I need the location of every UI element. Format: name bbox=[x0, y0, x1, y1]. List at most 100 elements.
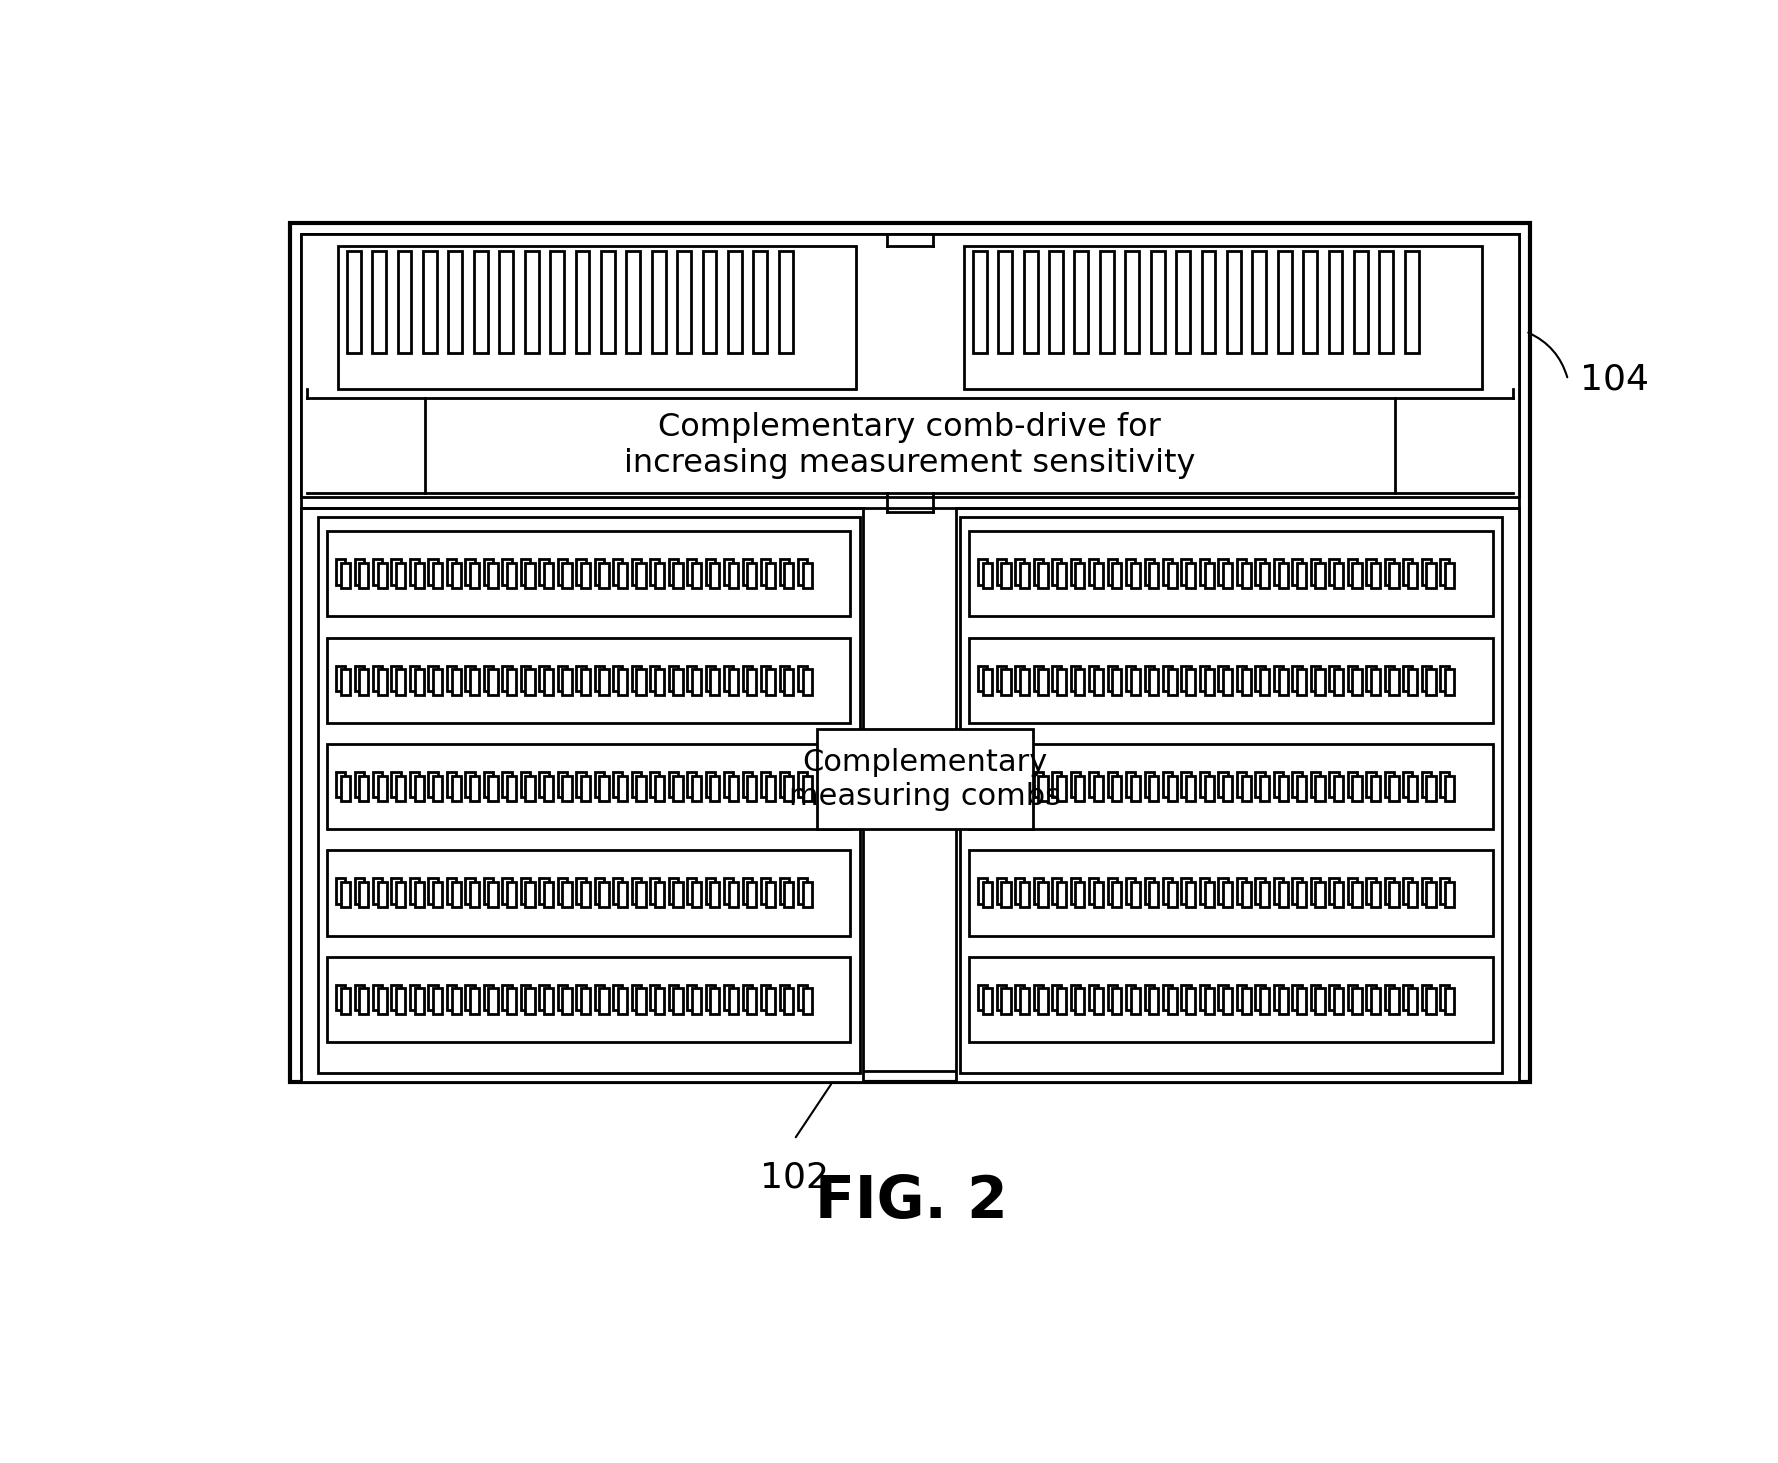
Bar bbox=[747, 882, 756, 907]
Bar bbox=[802, 669, 813, 695]
Bar bbox=[1353, 989, 1362, 1014]
Bar bbox=[766, 563, 775, 588]
Bar bbox=[341, 563, 350, 588]
Bar bbox=[526, 669, 535, 695]
Bar bbox=[1015, 878, 1024, 904]
Bar bbox=[1145, 772, 1154, 797]
Bar bbox=[997, 878, 1006, 904]
Bar bbox=[354, 559, 364, 585]
Bar bbox=[964, 246, 1481, 389]
Bar bbox=[1261, 775, 1269, 802]
Bar bbox=[411, 666, 420, 691]
Bar bbox=[1168, 775, 1177, 802]
Bar bbox=[1182, 985, 1191, 1011]
Bar bbox=[1403, 666, 1412, 691]
Bar bbox=[521, 772, 530, 797]
Bar bbox=[1186, 669, 1195, 695]
Bar bbox=[377, 563, 388, 588]
Bar bbox=[729, 882, 738, 907]
Bar bbox=[396, 989, 405, 1014]
Bar bbox=[1131, 882, 1140, 907]
Bar bbox=[507, 989, 516, 1014]
Bar bbox=[1113, 775, 1122, 802]
Bar bbox=[576, 559, 585, 585]
Bar bbox=[1038, 775, 1047, 802]
Bar bbox=[1353, 563, 1362, 588]
Bar bbox=[960, 516, 1502, 1074]
Bar bbox=[539, 559, 549, 585]
Bar bbox=[1273, 559, 1284, 585]
Bar bbox=[1366, 772, 1376, 797]
Bar bbox=[336, 559, 345, 585]
Bar bbox=[1408, 669, 1417, 695]
Bar bbox=[1426, 563, 1435, 588]
Bar bbox=[596, 772, 605, 797]
Bar bbox=[1205, 669, 1214, 695]
Bar bbox=[596, 878, 605, 904]
Bar bbox=[761, 666, 770, 691]
Bar bbox=[489, 669, 498, 695]
Bar bbox=[654, 669, 663, 695]
Bar bbox=[654, 775, 663, 802]
Bar bbox=[1278, 882, 1287, 907]
Bar bbox=[1273, 666, 1284, 691]
Bar bbox=[637, 669, 645, 695]
Bar bbox=[724, 985, 733, 1011]
Bar bbox=[686, 666, 697, 691]
Bar bbox=[669, 878, 677, 904]
Bar bbox=[1125, 878, 1136, 904]
FancyArrowPatch shape bbox=[1529, 332, 1566, 377]
Bar bbox=[1293, 772, 1301, 797]
Bar bbox=[1273, 772, 1284, 797]
Bar bbox=[1440, 772, 1449, 797]
Bar bbox=[631, 666, 640, 691]
Bar bbox=[1056, 669, 1067, 695]
Bar bbox=[327, 638, 850, 723]
Bar bbox=[729, 669, 738, 695]
Bar bbox=[338, 246, 855, 389]
Bar bbox=[1223, 882, 1232, 907]
Bar bbox=[372, 252, 386, 354]
Bar bbox=[729, 989, 738, 1014]
Bar bbox=[1056, 775, 1067, 802]
Bar bbox=[1001, 669, 1010, 695]
Bar bbox=[779, 772, 789, 797]
Bar bbox=[1076, 563, 1085, 588]
Bar bbox=[434, 882, 443, 907]
Bar bbox=[290, 224, 1529, 1081]
Bar bbox=[743, 772, 752, 797]
Bar bbox=[398, 252, 411, 354]
Bar bbox=[446, 666, 457, 691]
Bar bbox=[692, 882, 701, 907]
Bar bbox=[359, 989, 368, 1014]
Bar bbox=[619, 563, 628, 588]
Bar bbox=[373, 772, 382, 797]
Bar bbox=[558, 772, 567, 797]
Bar bbox=[1255, 878, 1264, 904]
Bar bbox=[1366, 559, 1376, 585]
Bar bbox=[391, 666, 400, 691]
Bar bbox=[1090, 985, 1099, 1011]
Bar bbox=[1422, 878, 1431, 904]
Bar bbox=[327, 745, 850, 830]
Bar bbox=[631, 772, 640, 797]
Bar bbox=[452, 882, 461, 907]
Bar bbox=[818, 729, 1033, 830]
Bar bbox=[761, 985, 770, 1011]
Bar bbox=[1015, 772, 1024, 797]
Bar bbox=[1385, 559, 1394, 585]
Bar bbox=[766, 882, 775, 907]
Bar bbox=[396, 775, 405, 802]
Bar bbox=[1070, 559, 1079, 585]
Bar bbox=[784, 563, 793, 588]
Bar bbox=[1310, 878, 1319, 904]
Bar bbox=[1200, 985, 1209, 1011]
Bar bbox=[1070, 772, 1079, 797]
Text: Complementary comb-drive for
increasing measurement sensitivity: Complementary comb-drive for increasing … bbox=[624, 413, 1195, 478]
Bar bbox=[1015, 666, 1024, 691]
Bar bbox=[336, 985, 345, 1011]
Bar bbox=[1149, 989, 1159, 1014]
Bar bbox=[613, 772, 622, 797]
Bar bbox=[631, 559, 640, 585]
Bar bbox=[651, 772, 660, 797]
